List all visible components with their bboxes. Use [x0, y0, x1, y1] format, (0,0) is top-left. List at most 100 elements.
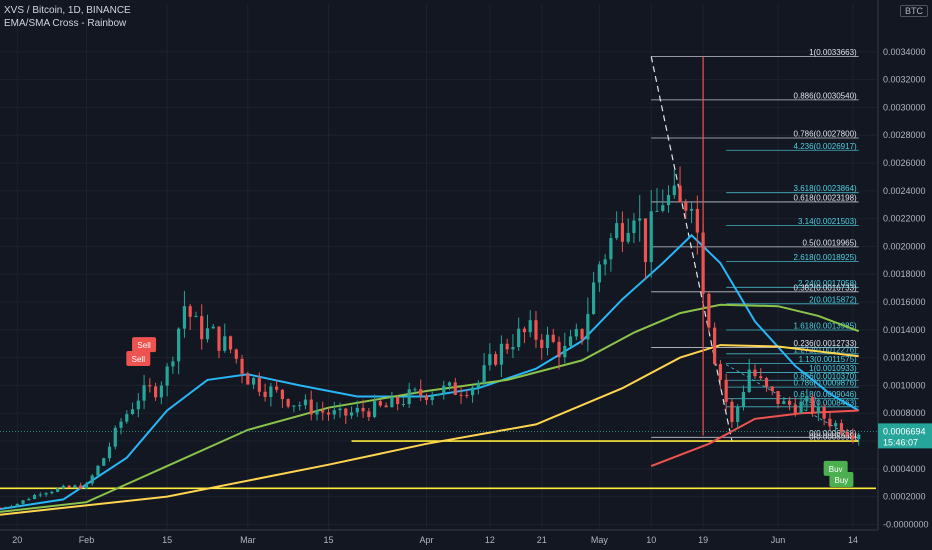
candle-body — [453, 382, 457, 395]
candle-body — [568, 336, 573, 346]
candle-body — [534, 320, 538, 340]
x-tick-label: 21 — [537, 535, 547, 545]
x-tick-label: 14 — [848, 535, 858, 545]
fib-level-label: 0.886(0.0010370) — [794, 372, 858, 381]
currency-badge: BTC — [900, 5, 928, 17]
candle-body — [851, 435, 855, 440]
candle-body — [188, 306, 192, 317]
candle-body — [263, 391, 267, 397]
candle-body — [597, 264, 601, 283]
sell-signal: Sell — [132, 337, 157, 353]
y-tick-label: -0.0000000 — [883, 519, 929, 529]
candle-body — [148, 385, 152, 387]
candle-body — [787, 401, 792, 405]
candle-body — [828, 418, 832, 427]
y-tick-label: 0.0020000 — [883, 241, 926, 251]
candle-body — [130, 409, 135, 414]
candle-body — [38, 494, 42, 496]
candle-body — [79, 485, 83, 489]
candle-body — [718, 364, 722, 380]
x-tick-label: 12 — [485, 535, 495, 545]
candle-body — [557, 341, 561, 358]
y-tick-label: 0.0004000 — [883, 464, 926, 474]
candle-body — [695, 208, 699, 233]
candle-body — [799, 401, 803, 413]
fib-level-label: 0.786(0.0009876) — [794, 379, 858, 388]
candle-body — [73, 485, 77, 488]
signal-bg — [829, 471, 854, 487]
indicator-label[interactable]: EMA/SMA Cross - Rainbow — [4, 18, 127, 29]
candle-body — [655, 210, 659, 212]
y-tick-label: 0.0028000 — [883, 130, 926, 140]
candle-body — [759, 376, 763, 379]
candle-body — [626, 232, 630, 242]
candle-body — [292, 405, 296, 407]
fib-level-label: 0.618(0.0009046) — [794, 390, 858, 399]
candle-body — [609, 238, 613, 260]
candle-body — [730, 401, 734, 422]
candle-body — [205, 328, 210, 340]
sell-signal: Sell — [126, 351, 151, 367]
candle-body — [638, 218, 642, 221]
candle-body — [194, 316, 198, 318]
candle-body — [21, 500, 25, 504]
candle-body — [9, 506, 14, 508]
y-tick-label: 0.0022000 — [883, 214, 926, 224]
candle-body — [517, 328, 521, 348]
candle-body — [159, 385, 163, 398]
candle-body — [684, 202, 688, 211]
candle-body — [102, 458, 106, 466]
candle-body — [4, 507, 8, 509]
candle-body — [747, 369, 751, 392]
candle-body — [845, 432, 849, 436]
price-badge-bg — [878, 423, 932, 449]
candle-body — [234, 349, 238, 359]
fib-level-label: 2.618(0.0018925) — [794, 253, 858, 262]
fib-level-label: 0.236(0.0012733) — [794, 339, 858, 348]
candle-body — [344, 408, 348, 416]
candle-body — [551, 334, 555, 342]
candle-body — [488, 354, 492, 366]
candle-body — [228, 336, 233, 350]
candle-body — [321, 410, 325, 413]
x-tick-label: 10 — [646, 535, 656, 545]
candle-body — [678, 185, 682, 203]
fib-level-label: 0.382(0.0016733) — [794, 283, 858, 292]
candle-body — [724, 379, 728, 402]
candle-body — [442, 385, 446, 394]
candle-body — [171, 361, 175, 367]
fib-level-label: 3.14(0.0021503) — [798, 217, 857, 226]
fib-level-label: 1.618(0.0013985) — [794, 322, 858, 331]
candle-body — [378, 401, 382, 406]
fib-level-label: 0(0.0005998) — [809, 433, 857, 442]
candle-body — [834, 423, 838, 427]
candle-body — [586, 314, 590, 340]
candle-body — [298, 405, 302, 407]
y-tick-label: 0.0002000 — [883, 492, 926, 502]
candle-body — [361, 407, 365, 412]
signal-label: Sell — [137, 341, 151, 350]
candle-body — [303, 399, 308, 406]
candle-body — [275, 386, 279, 390]
candle-body — [200, 316, 204, 340]
candle-body — [396, 397, 400, 405]
candle-body — [280, 389, 284, 400]
candle-body — [107, 446, 112, 459]
y-tick-label: 0.0016000 — [883, 297, 926, 307]
fib-level-label: 0(0.0006268) — [809, 429, 857, 438]
candle-body — [349, 412, 354, 416]
candle-body — [540, 339, 544, 348]
candle-body — [580, 329, 584, 340]
x-tick-label: 15 — [323, 535, 333, 545]
signal-bg — [126, 351, 151, 367]
candle-body — [50, 491, 54, 494]
candle-body — [84, 483, 89, 489]
candle-body — [15, 503, 19, 507]
candle-body — [736, 406, 740, 422]
candle-body — [805, 397, 809, 402]
candle-body — [857, 434, 861, 440]
x-tick-label: 20 — [12, 535, 22, 545]
candle-body — [315, 410, 319, 415]
candle-body — [182, 306, 187, 329]
